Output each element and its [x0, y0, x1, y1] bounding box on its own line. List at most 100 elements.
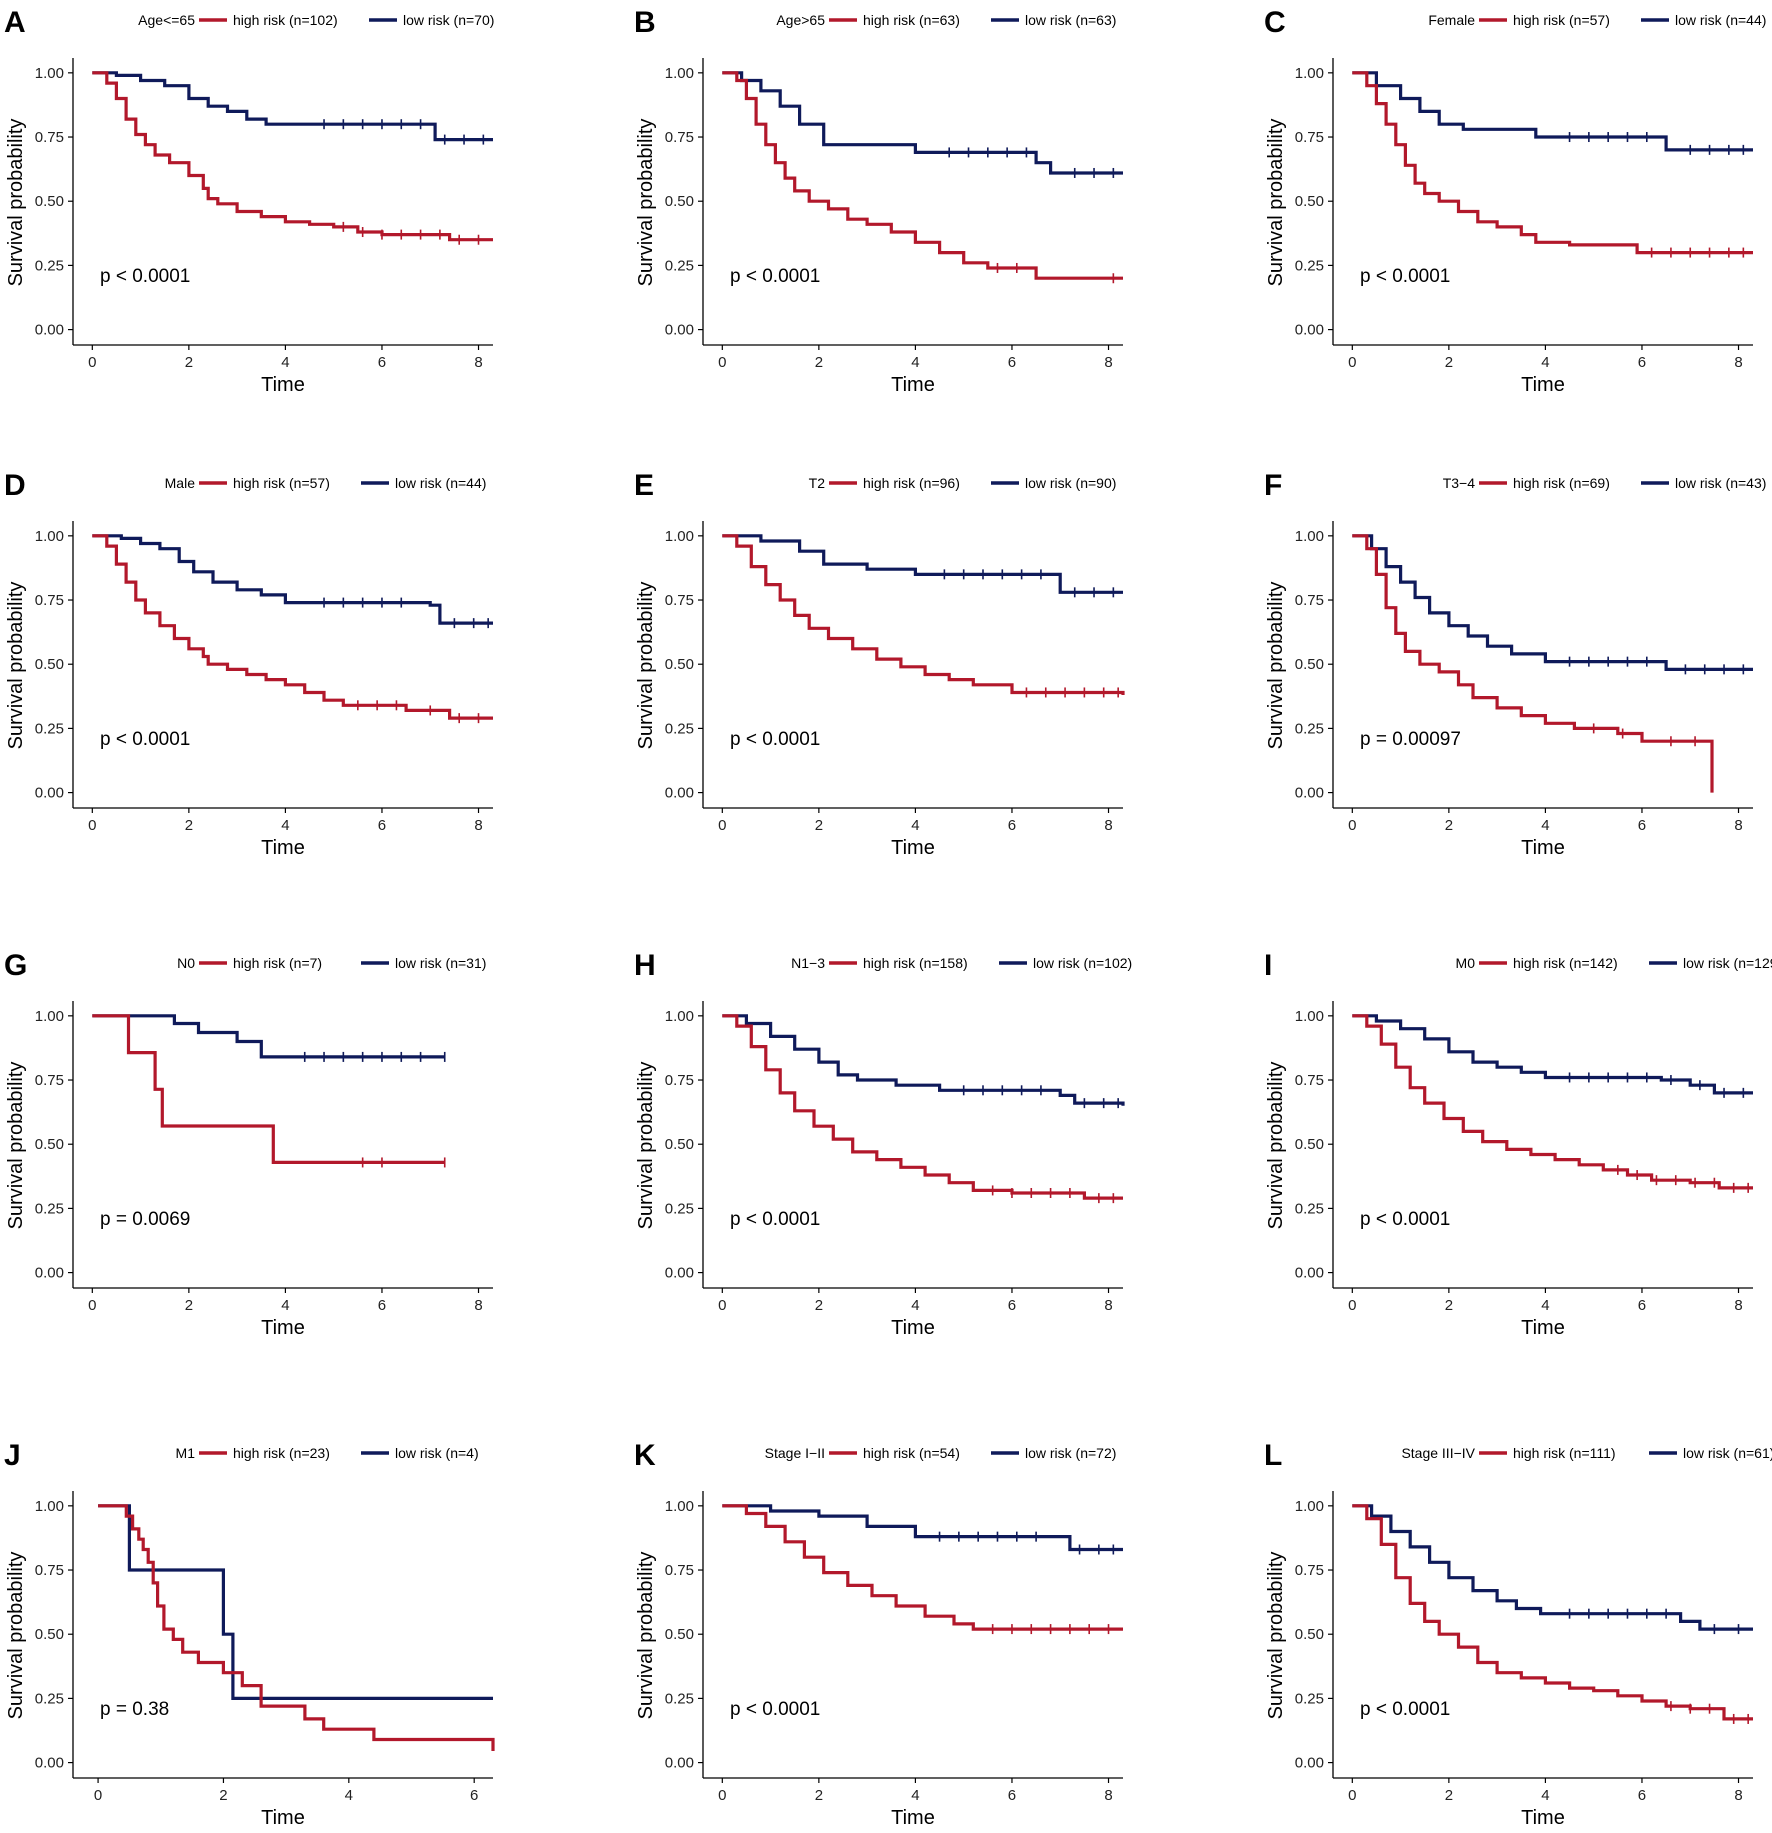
- x-tick-label: 2: [1445, 1787, 1453, 1804]
- legend-label-high-risk: high risk (n=96): [863, 475, 960, 491]
- panel-h: H N1−3 high risk (n=158) low risk (n=102) 0.…: [634, 949, 1132, 1339]
- x-tick-label: 4: [345, 1787, 353, 1804]
- survival-curve-high-risk: [1352, 1014, 1753, 1190]
- legend-label-high-risk: high risk (n=69): [1513, 475, 1610, 491]
- y-tick-label: 1.00: [665, 528, 694, 545]
- legend-label-high-risk: high risk (n=23): [233, 1445, 330, 1461]
- p-value-label: p < 0.0001: [730, 266, 820, 287]
- y-tick-label: 0.75: [1295, 1072, 1324, 1089]
- y-axis-title: Survival probability: [635, 119, 657, 287]
- panel-letter: A: [4, 6, 26, 39]
- x-tick-label: 2: [815, 1297, 823, 1314]
- legend-title: N1−3: [791, 955, 825, 971]
- y-tick-label: 0.75: [35, 1562, 64, 1579]
- y-axis-title: Survival probability: [5, 1552, 27, 1720]
- legend-label-high-risk: high risk (n=54): [863, 1445, 960, 1461]
- p-value-label: p < 0.0001: [730, 1699, 820, 1720]
- x-tick-label: 4: [911, 817, 919, 834]
- x-tick-label: 4: [911, 354, 919, 371]
- survival-curve-high-risk: [722, 71, 1123, 280]
- survival-curve-high-risk: [722, 1504, 1123, 1631]
- y-tick-label: 0.25: [665, 1200, 694, 1217]
- legend-title: M0: [1456, 955, 1476, 971]
- y-tick-label: 0.50: [35, 1626, 64, 1643]
- legend-label-low-risk: low risk (n=44): [1675, 12, 1766, 28]
- panel-c: C Female high risk (n=57) low risk (n=44) 0.…: [1264, 6, 1766, 396]
- y-tick-label: 1.00: [35, 65, 64, 82]
- x-tick-label: 0: [1348, 354, 1356, 371]
- p-value-label: p = 0.0069: [100, 1209, 190, 1230]
- y-axis-title: Survival probability: [1265, 1062, 1287, 1230]
- p-value-label: p < 0.0001: [1360, 1699, 1450, 1720]
- y-axis-title: Survival probability: [635, 1062, 657, 1230]
- legend-label-high-risk: high risk (n=111): [1513, 1445, 1616, 1461]
- legend-label-low-risk: low risk (n=4): [395, 1445, 479, 1461]
- y-tick-label: 1.00: [1295, 528, 1324, 545]
- x-tick-label: 2: [1445, 354, 1453, 371]
- panel-a: A Age<=65 high risk (n=102) low risk (n=70)…: [4, 6, 494, 396]
- x-tick-label: 8: [1104, 354, 1112, 371]
- panel-e: E T2 high risk (n=96) low risk (n=90) 0.00 0.…: [634, 469, 1125, 859]
- survival-curve-low-risk: [1352, 534, 1753, 671]
- legend-label-high-risk: high risk (n=7): [233, 955, 322, 971]
- x-tick-label: 4: [1541, 1787, 1549, 1804]
- survival-curve-low-risk: [722, 1014, 1125, 1106]
- x-tick-label: 4: [911, 1787, 919, 1804]
- x-tick-label: 2: [815, 817, 823, 834]
- x-tick-label: 6: [1008, 1787, 1016, 1804]
- x-tick-label: 2: [815, 1787, 823, 1804]
- x-tick-label: 0: [88, 354, 96, 371]
- panel-letter: B: [634, 6, 656, 39]
- y-axis-title: Survival probability: [1265, 119, 1287, 287]
- legend-label-low-risk: low risk (n=90): [1025, 475, 1116, 491]
- panel-letter: J: [4, 1439, 21, 1472]
- x-axis-title: Time: [1521, 837, 1565, 859]
- x-tick-label: 6: [378, 1297, 386, 1314]
- x-tick-label: 6: [1008, 1297, 1016, 1314]
- panel-letter: L: [1264, 1439, 1282, 1472]
- legend-title: Stage III−IV: [1401, 1445, 1475, 1461]
- y-tick-label: 0.75: [665, 129, 694, 146]
- y-tick-label: 0.75: [1295, 129, 1324, 146]
- survival-curve-high-risk: [92, 1014, 445, 1164]
- survival-curve-high-risk: [92, 71, 493, 242]
- survival-curve-high-risk: [98, 1504, 495, 1751]
- survival-curve-high-risk: [1352, 534, 1714, 793]
- x-tick-label: 2: [185, 817, 193, 834]
- x-tick-label: 6: [1008, 354, 1016, 371]
- y-tick-label: 0.00: [665, 785, 694, 802]
- p-value-label: p < 0.0001: [100, 729, 190, 750]
- y-axis-title: Survival probability: [5, 119, 27, 287]
- panel-i: I M0 high risk (n=142) low risk (n=129) 0.00…: [1264, 949, 1772, 1339]
- legend-label-low-risk: low risk (n=102): [1033, 955, 1132, 971]
- y-tick-label: 1.00: [665, 1498, 694, 1515]
- y-tick-label: 0.00: [665, 1755, 694, 1772]
- survival-curve-low-risk: [92, 71, 493, 142]
- survival-curve-high-risk: [1352, 1504, 1753, 1721]
- legend-label-low-risk: low risk (n=63): [1025, 12, 1116, 28]
- x-axis-title: Time: [1521, 1807, 1565, 1829]
- survival-curve-high-risk: [722, 534, 1125, 695]
- y-tick-label: 0.50: [1295, 1626, 1324, 1643]
- p-value-label: p < 0.0001: [730, 1209, 820, 1230]
- y-tick-label: 0.75: [665, 1562, 694, 1579]
- x-tick-label: 0: [94, 1787, 102, 1804]
- y-tick-label: 0.75: [35, 1072, 64, 1089]
- x-tick-label: 0: [1348, 1787, 1356, 1804]
- panel-letter: F: [1264, 469, 1282, 502]
- y-tick-label: 1.00: [665, 1008, 694, 1025]
- y-tick-label: 0.00: [665, 1265, 694, 1282]
- legend-title: T3−4: [1443, 475, 1476, 491]
- y-tick-label: 0.50: [665, 1626, 694, 1643]
- x-tick-label: 8: [474, 1297, 482, 1314]
- x-axis-title: Time: [261, 1317, 305, 1339]
- y-tick-label: 0.50: [1295, 1136, 1324, 1153]
- x-tick-label: 8: [1734, 1787, 1742, 1804]
- legend-title: Female: [1428, 12, 1475, 28]
- y-tick-label: 0.25: [1295, 1690, 1324, 1707]
- legend-title: T2: [809, 475, 826, 491]
- x-tick-label: 4: [281, 817, 289, 834]
- x-tick-label: 8: [1734, 354, 1742, 371]
- y-tick-label: 0.75: [665, 1072, 694, 1089]
